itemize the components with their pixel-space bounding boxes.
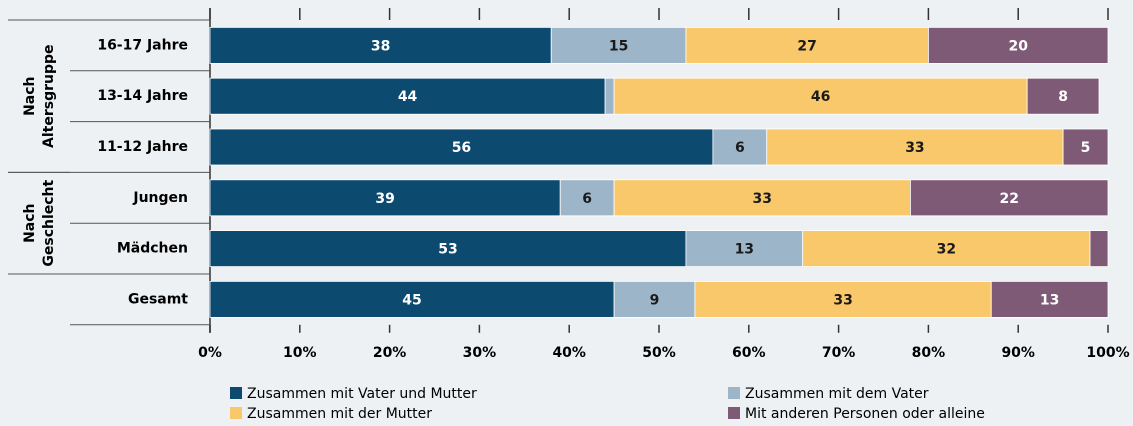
x-tick-label: 70% [822, 345, 856, 361]
x-tick-label: 60% [732, 345, 766, 361]
bar-segment [694, 280, 992, 318]
y-tick-label: 16-17 Jahre [97, 37, 188, 53]
legend-label: Zusammen mit dem Vater [745, 386, 929, 402]
legend-swatch [230, 407, 242, 419]
x-tick-label: 80% [912, 345, 946, 361]
x-tick-label: 90% [1001, 345, 1035, 361]
data-label: 45 [402, 292, 421, 308]
data-label: 6 [582, 191, 592, 207]
data-label: 8 [1058, 89, 1068, 105]
y-tick-label: Gesamt [128, 291, 188, 307]
bar-segment [209, 230, 687, 268]
bar-segment [1026, 77, 1100, 115]
data-label: 33 [833, 292, 852, 308]
x-tick-label: 50% [642, 345, 676, 361]
bar-segment [613, 77, 1028, 115]
bar-segment [990, 280, 1109, 318]
bar-segment [209, 26, 552, 64]
data-label: 53 [438, 242, 457, 258]
bar-segment [559, 179, 615, 217]
y-tick-label: Mädchen [117, 241, 188, 257]
bar-segment [685, 26, 929, 64]
data-label: 9 [650, 292, 660, 308]
data-label: 13 [1040, 292, 1059, 308]
bar-segment [209, 280, 615, 318]
x-tick-label: 40% [552, 345, 586, 361]
bar-segment [209, 77, 606, 115]
bar-segment [928, 26, 1109, 64]
bar-segment [1062, 128, 1109, 166]
legend-label: Zusammen mit Vater und Mutter [247, 386, 477, 402]
data-label: 5 [1081, 140, 1091, 156]
bar-segment [802, 230, 1091, 268]
x-tick-label: 30% [463, 345, 497, 361]
x-tick-label: 10% [283, 345, 317, 361]
group-label: Nach [22, 76, 38, 115]
y-tick-label: 11-12 Jahre [97, 139, 188, 155]
x-tick-label: 100% [1086, 345, 1129, 361]
legend-swatch [728, 387, 740, 399]
bar-segment [209, 179, 561, 217]
bar-segment [209, 128, 714, 166]
legend-swatch [230, 387, 242, 399]
data-label: 46 [811, 89, 830, 105]
group-label: Altersgruppe [41, 44, 57, 148]
legend-label: Mit anderen Personen oder alleine [745, 406, 985, 422]
bar-segment [1089, 230, 1109, 268]
bar-segment [910, 179, 1109, 217]
x-tick-label: 0% [198, 345, 222, 361]
bar-segment [550, 26, 687, 64]
data-label: 39 [375, 191, 394, 207]
bar-segment [685, 230, 804, 268]
x-tick-label: 20% [373, 345, 407, 361]
data-label: 33 [753, 191, 772, 207]
bar-segment [766, 128, 1064, 166]
y-tick-label: Jungen [132, 190, 188, 206]
bar-segment [604, 77, 615, 115]
group-label: Nach [22, 203, 38, 242]
data-label: 15 [609, 38, 628, 54]
data-label: 32 [937, 242, 956, 258]
data-label: 33 [905, 140, 924, 156]
data-label: 44 [398, 89, 418, 105]
data-label: 20 [1008, 38, 1028, 54]
bar-segment [712, 128, 768, 166]
data-label: 22 [999, 191, 1018, 207]
bar-segment [613, 179, 911, 217]
data-label: 13 [735, 242, 754, 258]
group-label: Geschlecht [41, 179, 57, 266]
bar-segment [613, 280, 696, 318]
y-tick-label: 13-14 Jahre [97, 88, 188, 104]
data-label: 38 [371, 38, 390, 54]
legend-label: Zusammen mit der Mutter [247, 406, 432, 422]
data-label: 27 [797, 38, 816, 54]
legend-swatch [728, 407, 740, 419]
data-label: 56 [452, 140, 471, 156]
data-label: 6 [735, 140, 745, 156]
